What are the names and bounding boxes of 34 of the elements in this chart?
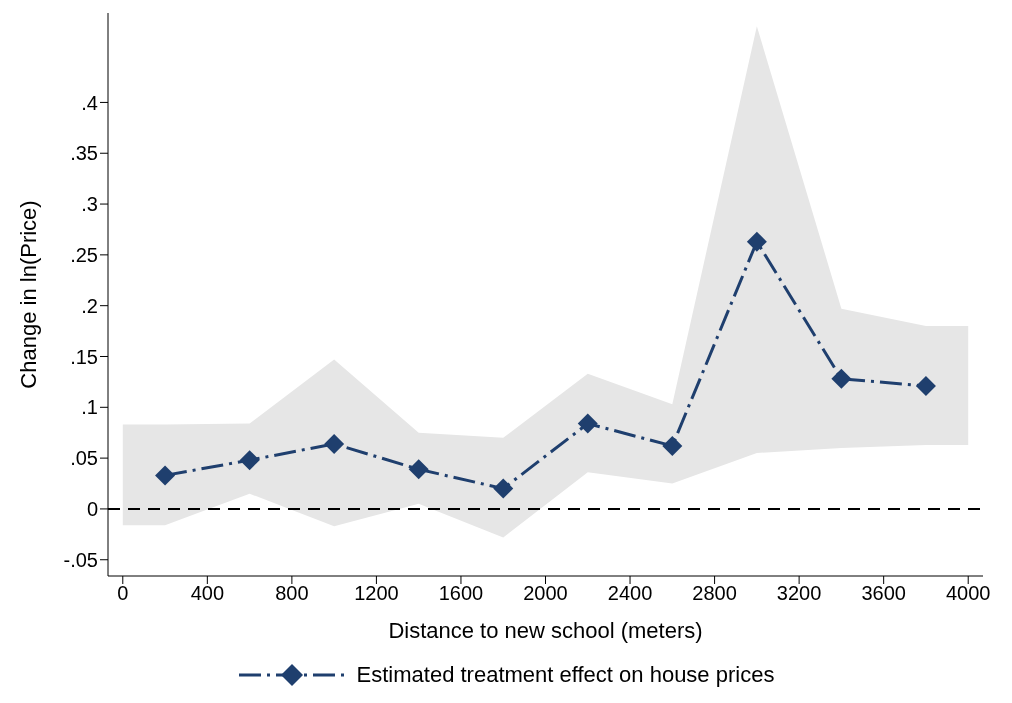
x-tick-label: 2800 [692, 582, 737, 605]
point [577, 413, 598, 434]
x-tick-label: 400 [190, 582, 225, 605]
y-tick-label: .25 [70, 243, 98, 266]
x-tick-label: 4000 [945, 582, 991, 605]
point [155, 465, 176, 486]
x-tick-label: 2000 [523, 582, 568, 605]
y-tick-label: .35 [70, 142, 98, 165]
x-tick-label: 1600 [438, 582, 484, 605]
y-tick-label: .05 [70, 447, 98, 470]
point [324, 433, 345, 454]
point [831, 368, 852, 389]
x-tick-label: 800 [275, 582, 309, 605]
point [662, 435, 683, 456]
y-tick-label: .2 [81, 294, 98, 317]
x-tick-label: 3200 [776, 582, 822, 605]
y-tick-label: .15 [70, 345, 98, 368]
y-axis-title: Change in ln(Price) [15, 200, 41, 389]
point [915, 375, 936, 396]
x-tick-label: 2400 [607, 582, 653, 605]
x-tick-label: 0 [117, 582, 129, 605]
x-tick-label: 1200 [354, 582, 399, 605]
point [746, 231, 767, 252]
y-tick-label: .4 [81, 91, 98, 114]
y-tick-label: .3 [81, 193, 98, 216]
x-axis-title: Distance to new school (meters) [388, 618, 703, 643]
legend-label: Estimated treatment effect on house prices [356, 662, 775, 688]
y-tick-label: .1 [81, 396, 98, 419]
point [408, 459, 429, 480]
point [239, 450, 260, 471]
y-tick-label: -.05 [63, 548, 98, 571]
y-tick-label: 0 [86, 498, 98, 521]
point [493, 478, 514, 499]
x-tick-label: 3600 [861, 582, 906, 605]
